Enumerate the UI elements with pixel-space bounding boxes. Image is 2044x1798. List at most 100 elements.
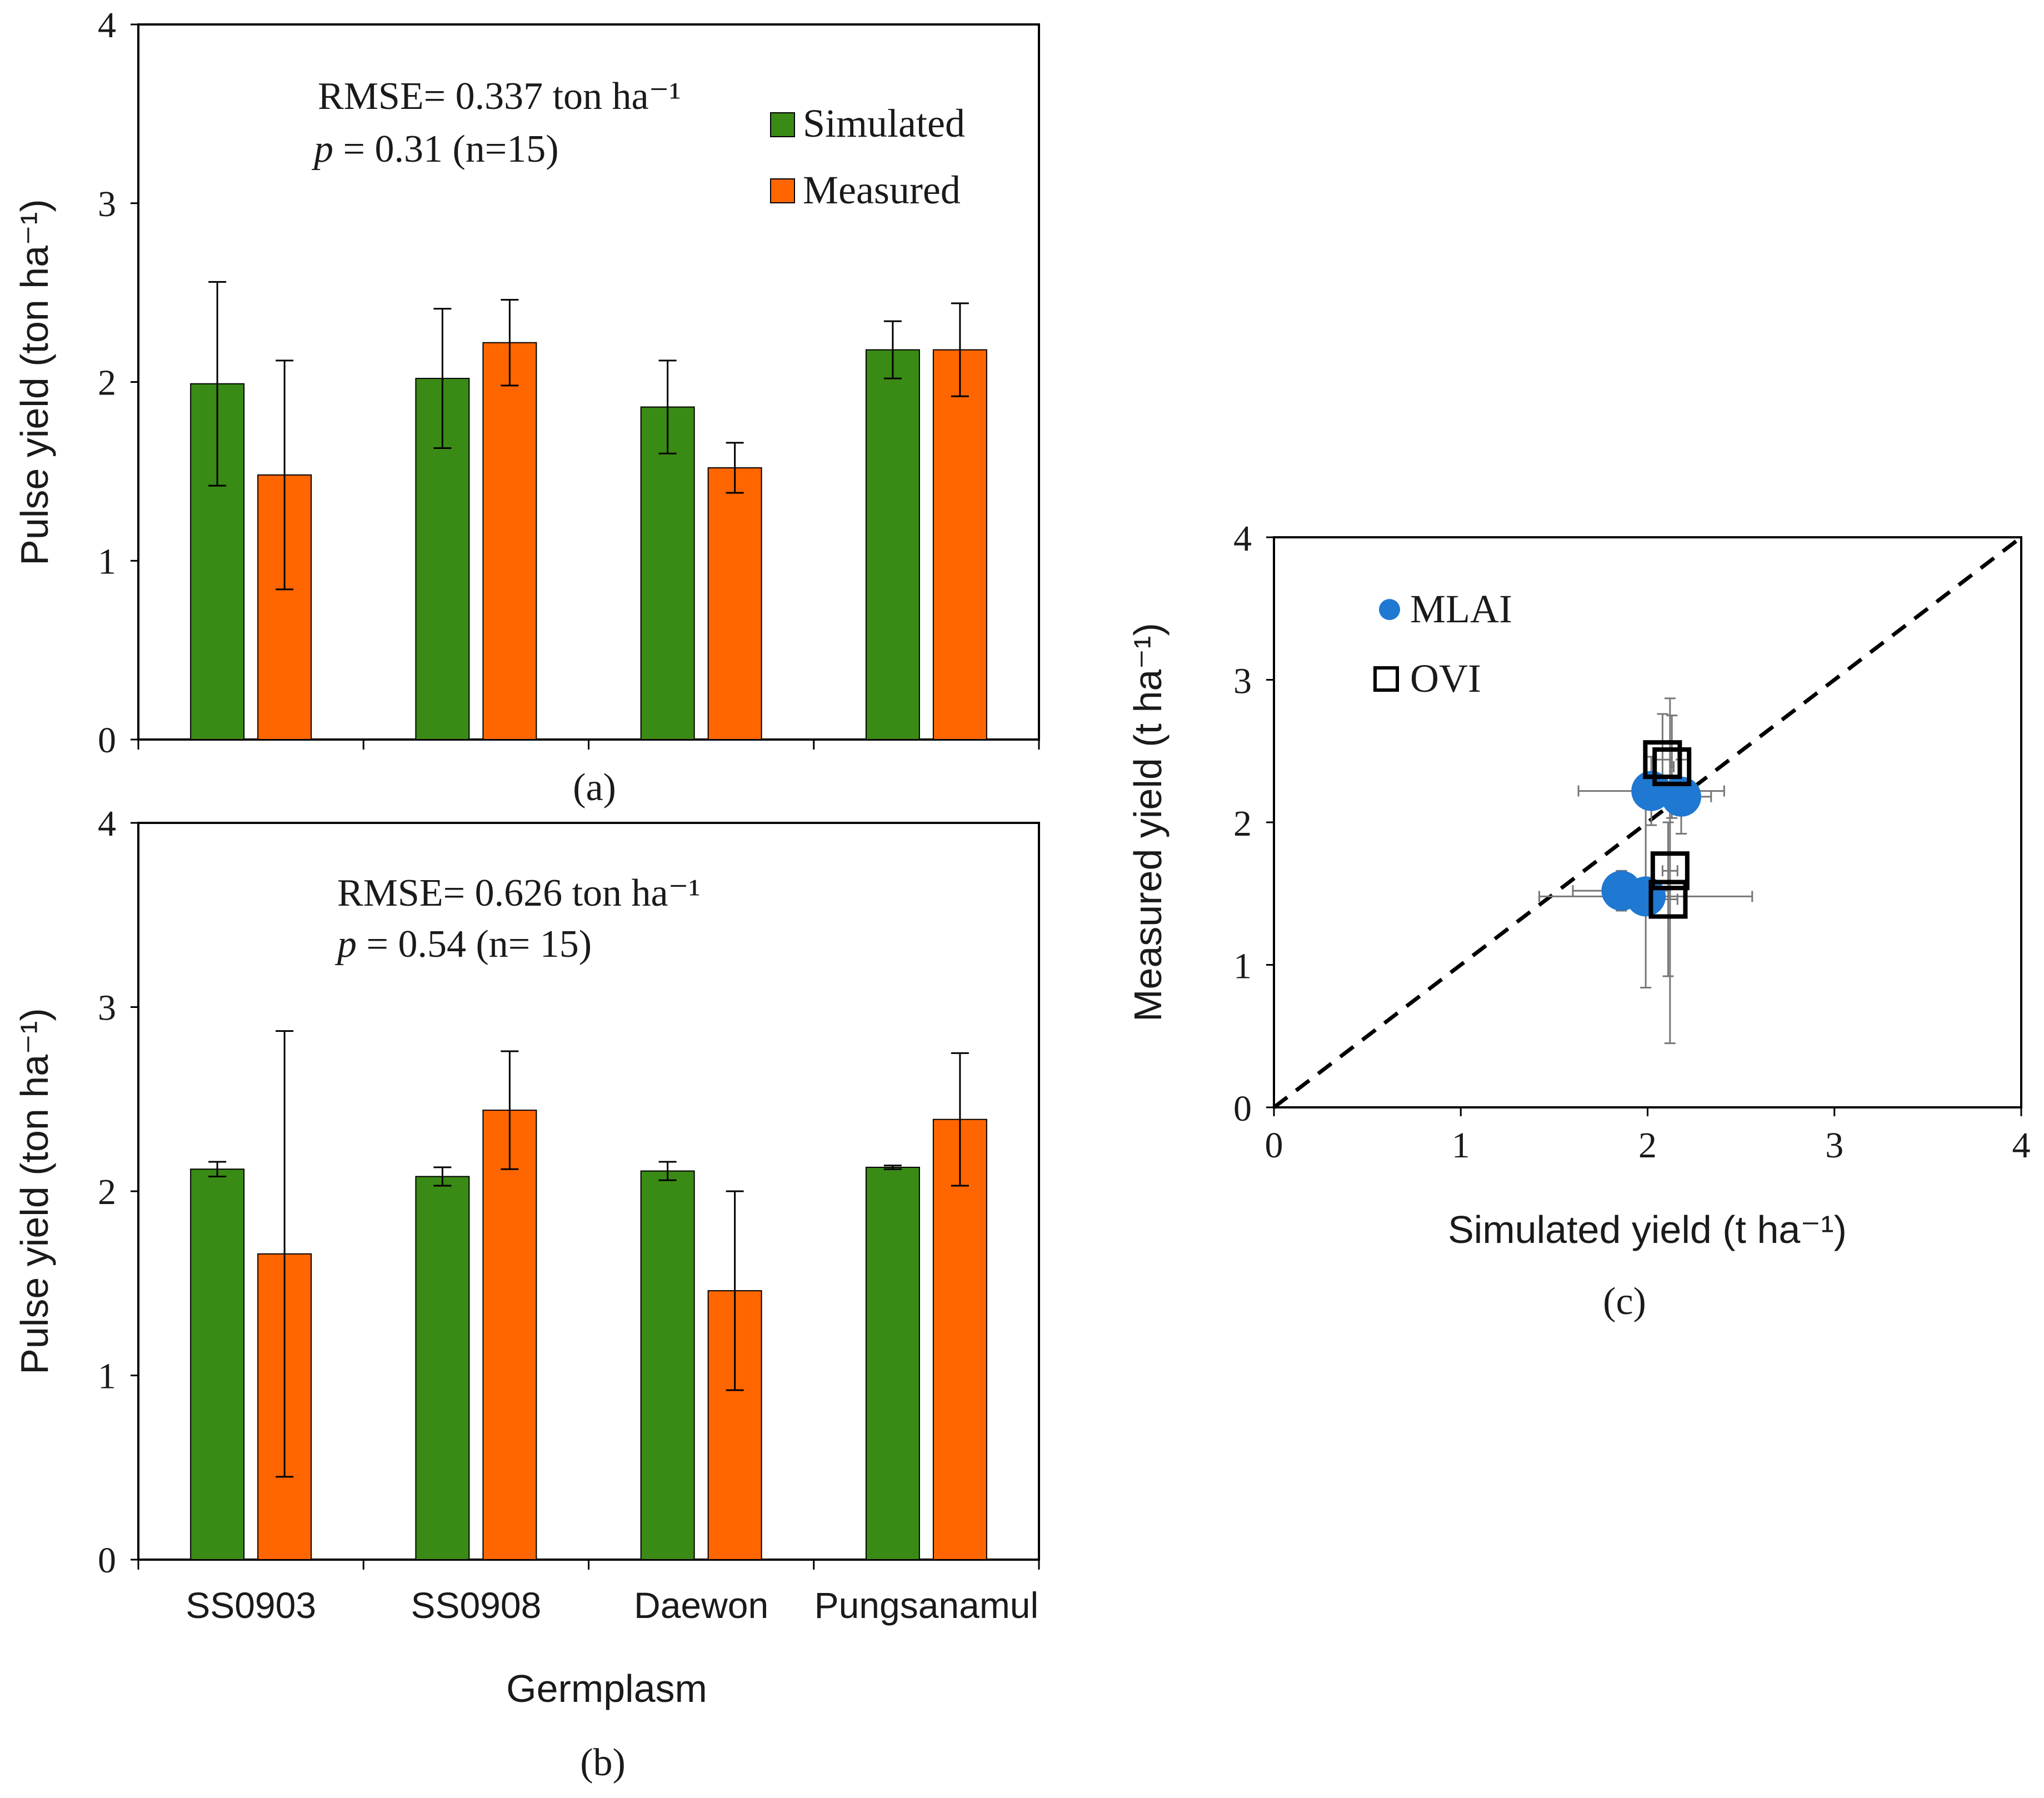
simulated-bar <box>865 1166 920 1560</box>
measured-bar <box>482 342 537 740</box>
error-bar <box>726 1190 744 1391</box>
y-tick-label: 1 <box>1233 946 1252 987</box>
y-tick-label: 4 <box>98 803 116 844</box>
panel-c-y-axis-title: Measured yield (t ha⁻¹) <box>1126 623 1170 1022</box>
panel-b-p-symbol: p <box>334 923 357 966</box>
panel-a-x-ticks <box>137 740 1040 750</box>
measured-bar <box>932 349 987 740</box>
mlai-point <box>1601 871 1642 911</box>
mlai-point <box>1661 776 1702 817</box>
x-tick-label: 4 <box>2012 1125 2031 1166</box>
panel-b-caption: (b) <box>580 1741 626 1784</box>
x-tick-label: Pungsanamul <box>814 1585 1039 1626</box>
legend-swatch-simulated <box>770 112 795 137</box>
ovi-point <box>1643 740 1682 780</box>
y-tick-label: 1 <box>98 541 116 582</box>
panel-c-points <box>1538 697 1753 1045</box>
x-tick-label: Daewon <box>634 1585 768 1626</box>
panel-a-y-axis-title: Pulse yield (ton ha⁻¹) <box>13 199 56 565</box>
simulated-bar <box>190 1168 245 1560</box>
panel-b-x-axis-title: Germplasm <box>506 1667 707 1710</box>
x-tick-label: 2 <box>1638 1125 1657 1166</box>
simulated-bar <box>865 349 920 740</box>
legend-label-ovi: OVI <box>1410 656 1481 701</box>
legend-swatch-measured <box>770 178 795 203</box>
error-bar <box>433 1166 452 1187</box>
error-bar <box>883 320 902 379</box>
error-bar <box>276 359 294 591</box>
panel-b-x-ticks: SS0903 SS0908 Daewon Pungsanamul <box>137 1560 1040 1626</box>
y-tick-label: 0 <box>1233 1088 1252 1129</box>
error-bar <box>208 281 227 487</box>
error-bar <box>726 442 744 494</box>
y-tick-label: 3 <box>98 184 116 224</box>
panel-b-y-axis-title: Pulse yield (ton ha⁻¹) <box>13 1008 56 1374</box>
y-tick-label: 3 <box>1233 661 1252 702</box>
measured-bar <box>707 467 762 740</box>
legend-label-measured: Measured <box>803 168 961 212</box>
y-tick-label: 1 <box>98 1356 116 1397</box>
y-tick-label: 2 <box>98 363 116 403</box>
legend-label-simulated: Simulated <box>803 101 965 146</box>
panel-b-rmse-annotation: RMSE= 0.626 ton ha⁻¹ <box>337 872 701 915</box>
panel-a-rmse-annotation: RMSE= 0.337 ton ha⁻¹ <box>318 75 681 118</box>
panel-a-p-annotation: p = 0.31 (n=15) <box>311 128 559 171</box>
y-tick-label: 0 <box>98 1540 116 1581</box>
panel-b-p-annotation: p = 0.54 (n= 15) <box>334 923 592 966</box>
error-bar <box>883 1165 902 1170</box>
panel-b-bars <box>190 1030 987 1560</box>
error-bar <box>951 1052 969 1187</box>
ovi-point <box>1650 851 1690 891</box>
error-bar <box>658 359 677 455</box>
y-tick-label: 2 <box>98 1172 116 1212</box>
error-bar <box>276 1030 294 1478</box>
error-bar <box>433 308 452 450</box>
x-tick-label: SS0908 <box>411 1585 541 1626</box>
panel-a-caption: (a) <box>573 766 616 809</box>
ovi-point <box>1652 747 1692 786</box>
y-tick-label: 3 <box>98 988 116 1028</box>
simulated-bar <box>415 1176 470 1560</box>
x-tick-label: 1 <box>1452 1125 1470 1166</box>
mlai-point <box>1631 771 1672 811</box>
panel-c-x-axis-title: Simulated yield (t ha⁻¹) <box>1448 1208 1847 1251</box>
panel-c-one-to-one-line <box>1272 536 2023 1109</box>
panel-c-legend: MLAI OVI <box>1373 587 1512 701</box>
error-bar <box>501 1050 519 1170</box>
legend-marker-mlai <box>1379 599 1400 620</box>
x-tick-label: 3 <box>1825 1125 1843 1166</box>
panel-a-p-symbol: p <box>311 128 333 171</box>
panel-c-scatter: 0 1 2 3 4 0 1 2 3 4 MLAI OVI Measured yield (t h… <box>1126 518 2031 1323</box>
legend-label-mlai: MLAI <box>1410 587 1512 631</box>
x-tick-label: SS0903 <box>186 1585 316 1626</box>
panel-a-y-ticks: 0 1 2 3 4 <box>98 5 138 761</box>
panel-b-p-value: = 0.54 (n= 15) <box>357 923 592 966</box>
legend: Simulated Measured <box>770 101 965 212</box>
error-bar <box>951 302 969 397</box>
simulated-bar <box>640 406 695 740</box>
panel-b-bar-chart: 0 1 2 3 4 SS0903 SS0908 Daewon Pungsanamul Puls… <box>13 803 1040 1784</box>
ovi-point <box>1648 880 1688 919</box>
measured-bar <box>482 1110 537 1560</box>
x-tick-label: 0 <box>1265 1125 1283 1166</box>
panel-a-bars <box>190 281 987 740</box>
measured-bar <box>932 1118 987 1560</box>
panel-b-y-ticks: 0 1 2 3 4 <box>98 803 138 1581</box>
scatter-error-bars <box>1661 697 1678 1045</box>
error-bar <box>208 1161 227 1177</box>
simulated-bar <box>415 378 470 740</box>
panel-c-y-ticks: 0 1 2 3 4 <box>1233 518 1274 1129</box>
panel-a-p-value: = 0.31 (n=15) <box>333 128 559 171</box>
y-tick-label: 0 <box>98 720 116 761</box>
y-tick-label: 4 <box>98 5 116 46</box>
panel-a-bar-chart: 0 1 2 3 4 Pulse yield (ton ha⁻¹) RMSE= 0.337… <box>13 5 1040 809</box>
panel-c-x-ticks: 0 1 2 3 4 <box>1265 1107 2031 1166</box>
simulated-bar <box>640 1170 695 1560</box>
y-tick-label: 4 <box>1233 518 1252 559</box>
panel-c-caption: (c) <box>1603 1280 1646 1323</box>
legend-marker-ovi <box>1373 666 1399 692</box>
error-bar <box>501 298 519 387</box>
error-bar <box>658 1161 677 1181</box>
y-tick-label: 2 <box>1233 803 1252 844</box>
